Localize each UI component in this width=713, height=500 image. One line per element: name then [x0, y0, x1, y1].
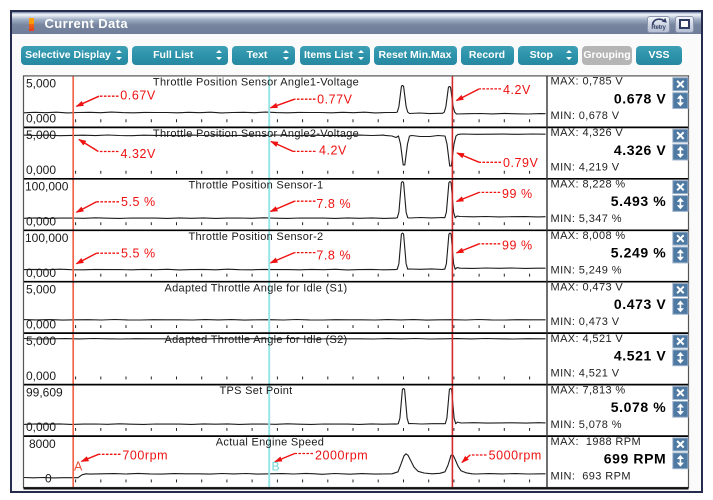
svg-text:0,000: 0,000 — [26, 317, 56, 331]
svg-text:0,000: 0,000 — [26, 420, 56, 434]
svg-text:4.32V: 4.32V — [121, 147, 157, 161]
svg-text:0.473 V: 0.473 V — [614, 296, 667, 312]
svg-text:MAX: 4,521 V: MAX: 4,521 V — [551, 333, 624, 345]
svg-text:MIN: 4,219 V: MIN: 4,219 V — [551, 162, 620, 174]
svg-text:MAX: 7,813 %: MAX: 7,813 % — [551, 384, 626, 396]
svg-text:5,000: 5,000 — [26, 282, 56, 296]
svg-text:MIN: 0,678 V: MIN: 0,678 V — [551, 110, 620, 122]
svg-text:MAX: 1988 RPM: MAX: 1988 RPM — [551, 436, 642, 448]
svg-text:MIN: 5,078 %: MIN: 5,078 % — [551, 419, 622, 431]
svg-text:Adapted Throttle Angle for Idl: Adapted Throttle Angle for Idle (S2) — [164, 334, 347, 346]
svg-text:4.2V: 4.2V — [319, 144, 347, 158]
svg-text:0,000: 0,000 — [26, 369, 56, 383]
svg-text:5.5 %: 5.5 % — [121, 247, 156, 261]
svg-text:99 %: 99 % — [502, 187, 533, 201]
svg-text:0,000: 0,000 — [26, 266, 56, 280]
svg-text:7.8 %: 7.8 % — [316, 248, 351, 262]
svg-text:0,000: 0,000 — [26, 163, 56, 177]
svg-text:7.8 %: 7.8 % — [316, 197, 351, 211]
svg-text:5,000: 5,000 — [26, 128, 56, 142]
svg-text:5.5 %: 5.5 % — [121, 195, 156, 209]
svg-text:0.678 V: 0.678 V — [614, 90, 667, 106]
svg-text:Throttle Position Sensor-1: Throttle Position Sensor-1 — [189, 179, 324, 191]
svg-text:4.326 V: 4.326 V — [614, 142, 667, 158]
svg-text:B: B — [272, 460, 280, 474]
svg-text:5,000: 5,000 — [26, 334, 56, 348]
svg-text:0,000: 0,000 — [26, 214, 56, 228]
svg-text:0: 0 — [45, 472, 52, 486]
svg-text:Actual Engine Speed: Actual Engine Speed — [216, 437, 324, 449]
svg-text:0.67V: 0.67V — [120, 88, 156, 102]
svg-text:5000rpm: 5000rpm — [489, 449, 542, 463]
svg-text:5.078 %: 5.078 % — [611, 399, 667, 415]
svg-text:MAX: 8,228 %: MAX: 8,228 % — [551, 179, 626, 191]
svg-text:MIN: 5,249 %: MIN: 5,249 % — [551, 265, 622, 277]
svg-text:100,000: 100,000 — [25, 231, 69, 245]
svg-text:MIN: 0,473 V: MIN: 0,473 V — [551, 316, 620, 328]
svg-text:A: A — [74, 460, 83, 474]
svg-text:2000rpm: 2000rpm — [315, 448, 368, 462]
svg-text:MAX: 0,785 V: MAX: 0,785 V — [551, 76, 624, 88]
svg-text:MIN: 693 RPM: MIN: 693 RPM — [551, 470, 631, 482]
svg-text:MAX: 4,326 V: MAX: 4,326 V — [551, 127, 624, 139]
svg-text:Throttle Position Sensor-2: Throttle Position Sensor-2 — [189, 231, 324, 243]
svg-text:Throttle Position Sensor Angle: Throttle Position Sensor Angle2-Voltage — [153, 128, 359, 140]
svg-text:4.2V: 4.2V — [503, 83, 531, 97]
svg-text:0.79V: 0.79V — [503, 156, 539, 170]
svg-text:0,000: 0,000 — [26, 112, 56, 126]
svg-text:4.521 V: 4.521 V — [614, 348, 667, 364]
svg-text:5,000: 5,000 — [26, 77, 56, 91]
svg-text:MAX: 0,473 V: MAX: 0,473 V — [551, 281, 624, 293]
svg-text:699 RPM: 699 RPM — [604, 451, 667, 467]
svg-text:99,609: 99,609 — [26, 385, 63, 399]
svg-text:MAX: 8,008 %: MAX: 8,008 % — [551, 230, 626, 242]
svg-text:700rpm: 700rpm — [122, 448, 168, 462]
svg-text:5.493 %: 5.493 % — [611, 193, 667, 209]
svg-text:100,000: 100,000 — [25, 180, 69, 194]
svg-text:MIN: 5,347 %: MIN: 5,347 % — [551, 213, 622, 225]
svg-text:8000: 8000 — [29, 437, 56, 451]
svg-text:Throttle Position Sensor Angle: Throttle Position Sensor Angle1-Voltage — [153, 77, 359, 89]
svg-text:99 %: 99 % — [502, 238, 533, 252]
svg-text:Adapted Throttle Angle for Idl: Adapted Throttle Angle for Idle (S1) — [164, 282, 347, 294]
svg-text:MIN: 4,521 V: MIN: 4,521 V — [551, 367, 620, 379]
svg-text:0.77V: 0.77V — [317, 93, 353, 107]
svg-text:5.249 %: 5.249 % — [611, 245, 667, 261]
svg-text:TPS Set Point: TPS Set Point — [220, 385, 293, 397]
